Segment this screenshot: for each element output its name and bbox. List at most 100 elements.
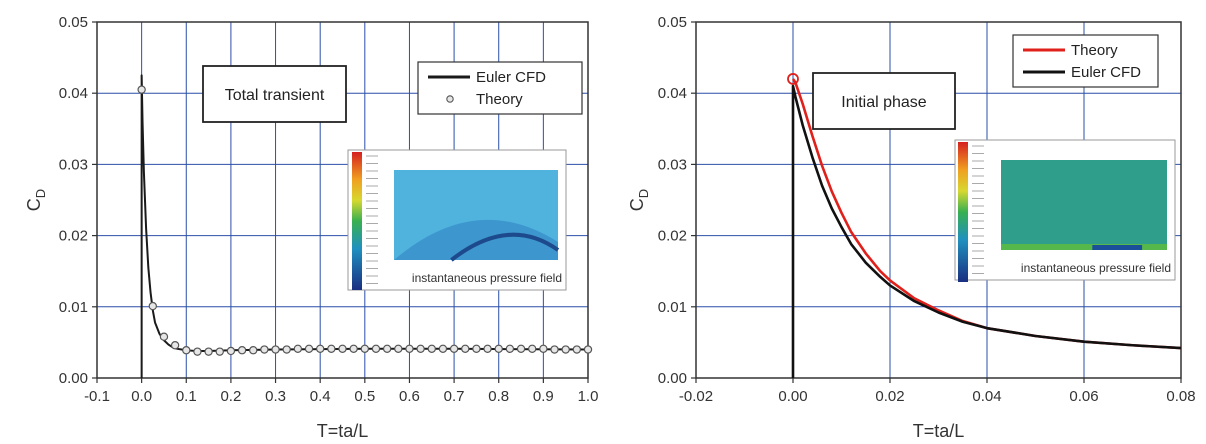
chart-panel-initial-phase: -0.02 0.00 0.02 0.04 0.06 0.08 0.00 0.01 0.02 0.0… <box>603 0 1206 444</box>
data-point-theory <box>438 344 448 354</box>
annotation-box <box>812 72 956 130</box>
data-point-theory <box>528 344 537 354</box>
y-tick-label: 0.01 <box>59 299 88 316</box>
data-point-theory <box>193 347 202 356</box>
data-point-theory <box>137 85 146 94</box>
x-tick-label: 0.04 <box>972 388 1001 405</box>
inset-caption: instantaneous pressure field <box>412 271 562 285</box>
color-scale-bar <box>352 152 362 290</box>
x-tick-label: 0.9 <box>533 388 554 405</box>
x-tick-label: 0.4 <box>310 388 331 405</box>
x-tick-label: 0.3 <box>265 388 286 405</box>
x-tick-label: 0.8 <box>488 388 509 405</box>
legend-label-euler-cfd: Euler CFD <box>1071 64 1141 81</box>
data-point-theory <box>148 301 157 311</box>
annotation-text: Total transient <box>225 87 325 104</box>
data-point-theory <box>583 345 593 354</box>
color-scale-bar <box>958 142 968 282</box>
pressure-surface-band <box>1001 244 1167 250</box>
data-point-theory <box>315 344 325 354</box>
chart-panel-total-transient: -0.1 0.0 0.1 0.2 0.3 0.4 0.5 0.6 0.7 0.8 0.9 1.0 0.0… <box>24 14 599 441</box>
data-point-theory <box>382 344 392 354</box>
pressure-field-inset: instantaneous pressure field <box>954 139 1176 282</box>
y-axis-title-subscript: D <box>33 189 48 198</box>
data-point-theory <box>561 345 570 354</box>
data-point-theory <box>293 344 303 354</box>
x-tick-label: 0.0 <box>131 388 152 405</box>
y-tick-label: 0.03 <box>658 156 687 173</box>
data-point-theory <box>539 344 548 354</box>
legend-label-theory: Theory <box>1071 42 1118 59</box>
x-tick-label: 0.06 <box>1069 388 1098 405</box>
legend-marker-theory <box>446 95 454 103</box>
x-axis-title: T=ta/L <box>913 421 965 441</box>
x-tick-label: -0.1 <box>84 388 110 405</box>
data-point-theory <box>159 332 169 341</box>
data-point-theory <box>260 345 269 354</box>
data-point-theory <box>226 346 236 356</box>
y-axis-title-main: C <box>627 198 647 211</box>
x-tick-label: 0.5 <box>354 388 375 405</box>
y-axis-title: CD <box>627 189 651 211</box>
inset-caption: instantaneous pressure field <box>1021 261 1171 275</box>
pressure-field-image <box>1001 160 1167 250</box>
x-tick-label: 0.08 <box>1166 388 1195 405</box>
data-point-theory <box>416 344 425 354</box>
x-tick-label: 0.00 <box>778 388 807 405</box>
data-point-theory <box>427 344 436 354</box>
x-tick-label: 0.6 <box>399 388 420 405</box>
y-axis-title-main: C <box>24 198 44 211</box>
pressure-wave-front <box>450 232 560 262</box>
data-point-theory <box>572 345 582 354</box>
y-axis-title: CD <box>24 189 48 211</box>
x-tick-label: 1.0 <box>578 388 599 405</box>
data-point-theory <box>349 344 358 354</box>
series-theory-markers <box>137 85 593 356</box>
series-line-euler-cfd <box>791 84 1182 378</box>
data-point-theory <box>472 344 481 354</box>
data-point-theory <box>371 344 381 354</box>
y-tick-label: 0.02 <box>658 228 687 245</box>
chart-initial-phase: -0.02 0.00 0.02 0.04 0.06 0.080.000.010.020.0… <box>627 14 1196 441</box>
data-point-theory <box>483 344 492 354</box>
y-tick-label: 0.05 <box>59 14 88 31</box>
data-point-theory <box>271 345 280 354</box>
x-tick-label: -0.02 <box>679 388 713 405</box>
y-tick-label: 0.05 <box>658 14 687 31</box>
data-point-theory <box>405 344 414 354</box>
data-point-theory <box>304 344 314 354</box>
theory-start-marker <box>787 73 799 85</box>
data-point-theory <box>394 344 403 354</box>
x-tick-label: 0.2 <box>220 388 241 405</box>
data-point-theory <box>550 345 559 354</box>
data-point-theory <box>204 347 213 356</box>
pressure-wave-shape <box>394 219 558 260</box>
data-point-theory <box>449 344 459 354</box>
legend-box <box>1012 34 1159 88</box>
chart-total-transient: -0.1 0.0 0.1 0.2 0.3 0.4 0.5 0.6 0.7 0.8 0.9 1.0 0.0… <box>24 14 599 441</box>
x-tick-label: 0.02 <box>875 388 904 405</box>
y-tick-label: 0.01 <box>658 299 687 316</box>
y-tick-label: 0.04 <box>658 85 687 102</box>
y-axis-title-subscript: D <box>636 189 651 198</box>
x-tick-label: 0.1 <box>176 388 197 405</box>
y-tick-label: 0.00 <box>59 370 88 387</box>
y-tick-label: 0.03 <box>59 156 88 173</box>
pressure-field-inset: instantaneous pressure field <box>347 149 567 291</box>
data-point-theory <box>237 346 247 355</box>
annotation-box <box>202 65 347 123</box>
pressure-low-band <box>1092 245 1143 250</box>
data-point-theory <box>249 346 258 355</box>
data-point-theory <box>327 344 336 354</box>
data-point-theory <box>494 344 503 354</box>
data-point-theory <box>182 346 191 355</box>
y-tick-label: 0.00 <box>658 370 687 387</box>
annotation-text: Initial phase <box>841 94 926 111</box>
data-point-theory <box>516 344 526 354</box>
data-point-theory <box>461 344 470 354</box>
data-point-theory <box>360 344 370 354</box>
y-tick-label: 0.02 <box>59 228 88 245</box>
legend-box <box>417 61 583 115</box>
data-point-theory <box>338 344 347 354</box>
y-tick-label: 0.04 <box>59 85 88 102</box>
